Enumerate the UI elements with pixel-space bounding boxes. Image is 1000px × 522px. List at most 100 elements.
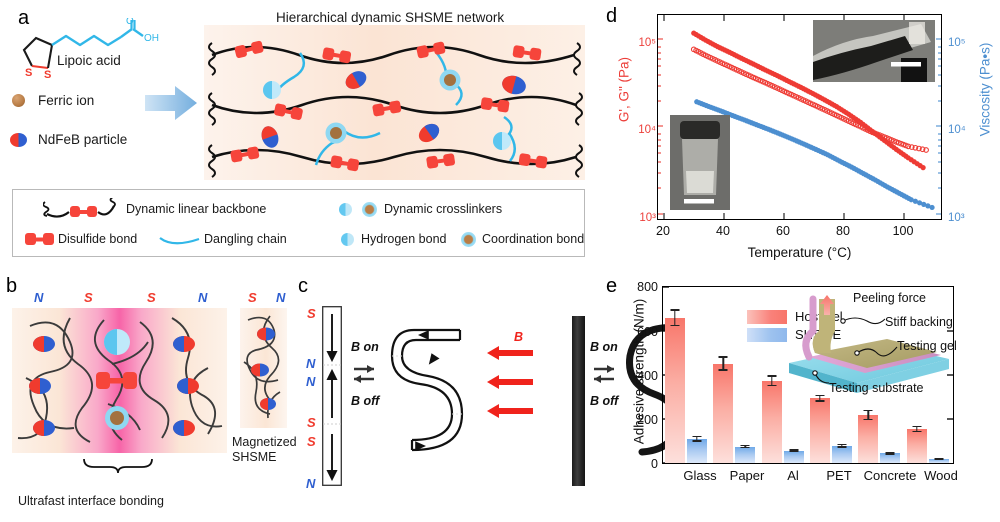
b-off-label-left: B off <box>351 394 380 408</box>
magnetized-shsme-diagram <box>240 308 287 428</box>
panel-c: c S N N S S N B on B off <box>290 272 684 522</box>
inset-photo-flowing-gel <box>813 20 935 82</box>
errorbar-paper-shsme <box>735 444 755 449</box>
errorbar-glass-host-gel <box>665 309 685 327</box>
panel-a: a Hierarchical dynamic SHSME network O O… <box>0 0 600 270</box>
errorbar-al-shsme <box>784 449 804 453</box>
crosslinker-label: Dynamic crosslinkers <box>384 202 503 216</box>
brace-icon <box>83 458 153 474</box>
bar-wood-shsme <box>928 459 949 463</box>
panel-a-key-box: Dynamic linear backbone Dynamic crosslin… <box>12 189 585 257</box>
d-ytick-left-1e3: 10³ <box>639 212 656 224</box>
bar-pet-host-gel <box>810 398 830 463</box>
field-symbol-label: B <box>514 330 524 344</box>
errorbar-concrete-shsme <box>880 451 900 455</box>
errorbar-al-host-gel <box>762 375 782 387</box>
backbone-icon <box>43 198 116 218</box>
disulfide-bond-label: Disulfide bond <box>58 232 138 246</box>
panel-d-y-axis-label-right: Viscosity (Pa•s) <box>977 42 993 137</box>
transformation-arrow-icon <box>145 86 197 120</box>
panel-e-plot-area: Host gel SHSME <box>662 286 957 464</box>
b-off-label-right: B off <box>590 394 619 408</box>
svg-text:S: S <box>44 69 51 80</box>
errorbar-paper-host-gel <box>713 356 733 371</box>
disulfide-bond-icon <box>25 233 54 245</box>
interface-bonding-diagram <box>12 308 227 453</box>
ferric-ion-icon <box>12 94 25 107</box>
crosslinker-hbond-icon <box>339 203 352 221</box>
d-axis-ticks <box>658 15 941 219</box>
inset-label-testing-substrate: Testing substrate <box>829 381 924 395</box>
d-ytick-left-1e4: 10⁴ <box>638 124 656 136</box>
errorbar-wood-host-gel <box>907 425 927 433</box>
inset-photo-solid-gel <box>670 115 730 210</box>
equilibrium-arrows-right <box>594 365 614 383</box>
b-on-label-right: B on <box>590 340 618 354</box>
bar-paper-host-gel <box>713 363 734 463</box>
legend-swatch-host-gel <box>747 309 787 324</box>
crosslinker-coord-icon <box>362 202 377 222</box>
magnet-pole-s-2: S <box>307 415 316 430</box>
errorbar-wood-shsme <box>929 458 949 461</box>
magnetized-shsme-label: Magnetized SHSME <box>232 435 297 465</box>
panel-e-bars <box>663 287 953 463</box>
magnet-pole-n-2: N <box>306 374 316 389</box>
bar-concrete-host-gel <box>858 415 879 463</box>
e-ytick-200: 200 <box>637 413 658 427</box>
ndfeb-particle-label: NdFeB particle <box>38 132 128 147</box>
panel-a-letter: a <box>18 7 30 29</box>
equilibrium-arrows-left <box>354 365 374 383</box>
magnet-pole-s-1: S <box>307 306 316 321</box>
bar-paper-shsme <box>735 446 756 463</box>
e-xtick-paper: Paper <box>729 468 765 483</box>
photo-straight-strip <box>572 316 585 486</box>
bar-al-host-gel <box>761 380 782 463</box>
inset-label-peeling-force: Peeling force <box>853 291 926 305</box>
d-xtick-100: 100 <box>892 224 914 238</box>
d-xtick-20: 20 <box>656 224 670 238</box>
svg-text:O: O <box>126 18 134 27</box>
coordination-bond-icon <box>461 232 476 252</box>
d-ytick-right-1e3: 10³ <box>948 212 965 224</box>
bar-glass-shsme <box>687 438 707 463</box>
panel-b: b N S S N <box>0 272 297 522</box>
e-xtick-concrete: Concrete <box>863 468 917 483</box>
panel-e: e Adhesive strength (N/m) 0 200 400 600 … <box>600 272 1000 522</box>
hydrogen-bond-icon <box>341 233 354 251</box>
magnet-strip <box>322 306 342 486</box>
errorbar-glass-shsme <box>687 435 707 442</box>
pole-label-s-1: S <box>84 290 93 305</box>
inset-label-testing-gel: Testing gel <box>897 339 957 353</box>
bar-al-shsme <box>783 450 804 463</box>
pole-label-s-2: S <box>147 290 156 305</box>
coordination-bond-label: Coordination bond <box>482 232 585 246</box>
errorbar-pet-host-gel <box>810 394 830 402</box>
bar-glass-host-gel <box>665 317 685 463</box>
e-ytick-400: 400 <box>637 369 658 383</box>
magnet-pole-n-3: N <box>306 476 316 491</box>
e-ytick-800: 800 <box>637 280 658 294</box>
peel-test-schematic <box>789 295 949 393</box>
bar-pet-shsme <box>832 445 852 463</box>
pole-label-side-s: S <box>248 290 257 305</box>
bar-concrete-shsme <box>880 453 901 463</box>
magnet-pole-n-1: N <box>306 356 316 371</box>
ferric-ion-label: Ferric ion <box>38 93 95 108</box>
panel-c-letter: c <box>298 275 308 297</box>
pole-label-side-n: N <box>276 290 286 305</box>
e-ytick-0: 0 <box>651 457 658 471</box>
e-xtick-pet: PET <box>826 468 852 483</box>
d-xtick-80: 80 <box>836 224 850 238</box>
errorbar-concrete-host-gel <box>858 409 878 421</box>
panel-e-letter: e <box>606 275 618 297</box>
d-xtick-60: 60 <box>776 224 790 238</box>
pole-label-n-1: N <box>34 290 44 305</box>
panel-b-letter: b <box>6 275 18 297</box>
lipoic-acid-structure: O OH S S <box>22 18 159 80</box>
panel-b-caption: Ultrafast interface bonding <box>18 494 164 508</box>
magnet-pole-s-3: S <box>307 434 316 449</box>
svg-text:S: S <box>25 67 32 79</box>
panel-d-y-axis-label-left: G', G" (Pa) <box>616 56 632 123</box>
pole-label-n-2: N <box>198 290 208 305</box>
inset-label-stiff-backing: Stiff backing <box>885 315 953 329</box>
